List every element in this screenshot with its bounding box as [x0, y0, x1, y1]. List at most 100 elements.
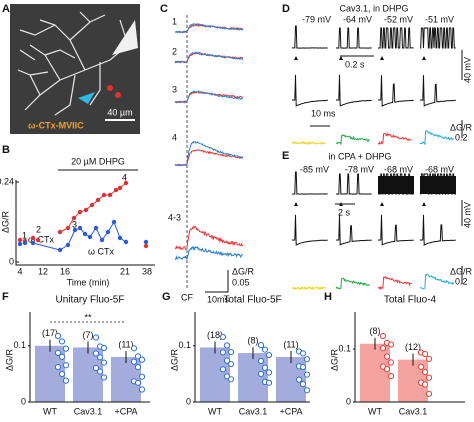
dot: [299, 381, 307, 388]
y-tick-label: 0: [186, 396, 191, 406]
point-label: 1: [22, 230, 27, 240]
dot: [143, 243, 149, 249]
dot: [387, 359, 395, 366]
dot: [227, 376, 235, 383]
potential: -79 mV: [302, 14, 331, 24]
dot: [134, 363, 142, 371]
potential: -68 mV: [384, 164, 413, 174]
dot: [57, 247, 63, 253]
dot: [111, 219, 117, 225]
y-tick-label: 0: [346, 396, 351, 406]
dot: [54, 349, 62, 356]
title: Total Fluo-4: [384, 295, 437, 306]
trace: [377, 214, 414, 246]
dot: [100, 344, 108, 352]
dot: [138, 373, 146, 380]
y-label: ΔG/R: [0, 210, 10, 233]
dot: [379, 332, 387, 340]
row-label: 1: [172, 16, 177, 26]
bar: [360, 343, 390, 402]
trace: [291, 285, 326, 291]
trace: [419, 27, 456, 49]
dot: [71, 215, 77, 221]
panel-label: D: [282, 3, 290, 15]
dot: [83, 207, 89, 213]
dot: [295, 376, 303, 383]
row-label: 3: [172, 84, 177, 94]
dot: [417, 363, 425, 370]
dot: [30, 240, 36, 246]
title: Total Fluo-5F: [223, 295, 281, 306]
trace: [377, 75, 414, 107]
potential: -64 mV: [343, 14, 372, 24]
trace: [291, 74, 328, 107]
soma: [112, 20, 138, 55]
dot: [265, 369, 273, 376]
trace: [419, 214, 456, 246]
trace: [377, 276, 412, 291]
dot: [17, 241, 23, 247]
potential: -52 mV: [384, 14, 413, 24]
row-label: 4-3: [168, 212, 181, 222]
scale-label: 10 ms: [311, 108, 336, 118]
dot: [65, 242, 71, 248]
dot: [54, 363, 62, 371]
dot: [134, 379, 142, 386]
dot: [92, 364, 100, 372]
scale-label: 0.2: [455, 276, 468, 286]
dot: [219, 349, 227, 356]
trace: [419, 130, 454, 146]
stim-marker: [339, 56, 343, 60]
trace: [291, 171, 328, 195]
dot: [387, 372, 395, 380]
dot: [62, 345, 70, 352]
x-tick-label: 38: [142, 266, 152, 276]
dot: [100, 374, 108, 381]
count-label: (11): [118, 339, 133, 349]
dot: [379, 345, 387, 352]
dot: [303, 356, 311, 363]
panel-label: C: [160, 3, 168, 15]
trace: [335, 74, 372, 107]
dot: [257, 370, 265, 378]
scale-bar: [205, 270, 229, 293]
dot: [123, 180, 129, 186]
dot: [383, 365, 391, 373]
dot: [96, 368, 104, 375]
x-tick-label: Cav3.1: [399, 406, 428, 416]
trace: [335, 133, 370, 146]
x-tick-label: WT: [368, 406, 382, 416]
ctx: ω CTx: [28, 234, 55, 244]
scale-label: 40 µm: [107, 107, 132, 117]
dot: [95, 197, 101, 203]
stim-marker: [294, 56, 298, 60]
scale-label: 40 mV: [462, 202, 472, 228]
count-label: (17): [42, 328, 58, 338]
trace: [174, 90, 244, 104]
panel-label: B: [2, 144, 10, 156]
ctx: ω CTx: [88, 246, 115, 256]
x-tick-label: 21: [120, 266, 130, 276]
dot: [22, 240, 28, 246]
x-tick-label: 16: [60, 266, 70, 276]
dot: [387, 341, 395, 348]
count-label: (7): [83, 330, 94, 340]
y-label: ΔG/R: [169, 348, 179, 371]
dot: [219, 333, 227, 341]
count-label: (8): [370, 326, 381, 336]
micrograph: [10, 4, 140, 134]
count-label: (8): [248, 335, 259, 345]
dot: [35, 237, 41, 243]
dot: [265, 351, 273, 359]
y-tick-label: 0.24: [0, 176, 14, 186]
stim-marker: [339, 202, 343, 206]
dot: [227, 360, 235, 368]
trace: [335, 215, 372, 246]
pipette-tip: [78, 92, 95, 104]
scale-label: 2 s: [338, 207, 351, 217]
dot: [421, 381, 429, 388]
burst: [378, 176, 414, 194]
stim-marker: [380, 56, 384, 60]
y-label: ΔG/R: [4, 348, 14, 371]
dot: [87, 234, 93, 240]
